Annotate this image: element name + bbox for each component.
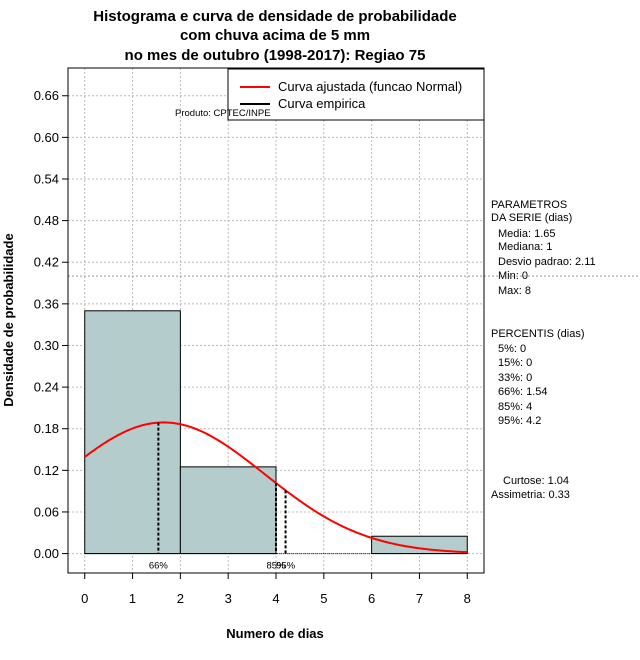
y-tick-label-11: 0.66 bbox=[34, 88, 59, 103]
x-tick-label-7: 7 bbox=[416, 591, 423, 606]
legend: Curva ajustada (funcao Normal) Curva emp… bbox=[227, 68, 485, 121]
percentile-markers: 66% 85%95% bbox=[149, 422, 296, 572]
histogram-bars bbox=[84, 310, 468, 555]
legend-box bbox=[227, 68, 485, 121]
x-tick-label-6: 6 bbox=[368, 591, 375, 606]
percentile-label-0: 66% bbox=[149, 561, 169, 572]
y-tick-label-7: 0.42 bbox=[34, 255, 59, 270]
legend-label-fitted: Curva ajustada (funcao Normal) bbox=[278, 79, 462, 94]
x-tick-label-1: 1 bbox=[129, 591, 136, 606]
y-tick-label-5: 0.30 bbox=[34, 338, 59, 353]
percentil-15: 15%: 0 bbox=[498, 357, 532, 369]
percentis-block: PERCENTIS (dias) 5%: 0 15%: 0 33%: 0 66%… bbox=[491, 328, 585, 427]
params-title-line-2: DA SERIE (dias) bbox=[491, 212, 572, 224]
x-tick-label-8: 8 bbox=[464, 591, 471, 606]
y-axis-label: Densidade de probabilidade bbox=[1, 233, 16, 406]
percentile-label-2: 95% bbox=[276, 561, 296, 572]
stat-curtose: Curtose: 1.04 bbox=[503, 475, 569, 487]
x-tick-label-3: 3 bbox=[225, 591, 232, 606]
stat-assimetria: Assimetria: 0.33 bbox=[491, 489, 570, 501]
y-tick-label-2: 0.12 bbox=[34, 463, 59, 478]
x-tick-label-5: 5 bbox=[320, 591, 327, 606]
stats-block: Curtose: 1.04 Assimetria: 0.33 bbox=[491, 475, 570, 501]
x-axis-label: Numero de dias bbox=[226, 626, 324, 641]
percentil-95: 95%: 4.2 bbox=[498, 415, 541, 427]
params-title-line-1: PARAMETROS bbox=[491, 199, 567, 211]
y-tick-label-10: 0.60 bbox=[34, 130, 59, 145]
percentil-85: 85%: 4 bbox=[498, 401, 532, 413]
x-tick-label-0: 0 bbox=[81, 591, 88, 606]
param-media: Media: 1.65 bbox=[498, 228, 555, 240]
title-line-2: com chuva acima de 5 mm bbox=[180, 27, 370, 44]
y-tick-label-8: 0.48 bbox=[34, 213, 59, 228]
params-block: PARAMETROS DA SERIE (dias) Media: 1.65 M… bbox=[491, 199, 596, 297]
y-tick-label-0: 0.00 bbox=[34, 546, 59, 561]
chart-title: Histograma e curva de densidade de proba… bbox=[93, 8, 456, 64]
x-tick-label-4: 4 bbox=[272, 591, 279, 606]
legend-label-empirical: Curva empirica bbox=[278, 96, 366, 111]
percentil-33: 33%: 0 bbox=[498, 372, 532, 384]
y-tick-label-1: 0.06 bbox=[34, 504, 59, 519]
percentil-5: 5%: 0 bbox=[498, 343, 526, 355]
param-min: Min: 0 bbox=[498, 270, 528, 282]
param-mediana: Mediana: 1 bbox=[498, 241, 552, 253]
x-tick-label-2: 2 bbox=[177, 591, 184, 606]
param-max: Max: 8 bbox=[498, 285, 531, 297]
percentil-66: 66%: 1.54 bbox=[498, 386, 548, 398]
histogram-bar-1 bbox=[179, 466, 277, 555]
y-axis: 0.00 0.06 0.12 0.18 0.24 0.30 0.36 0.42 0.48 0.54… bbox=[34, 88, 69, 561]
y-tick-label-6: 0.36 bbox=[34, 296, 59, 311]
side-panel: PARAMETROS DA SERIE (dias) Media: 1.65 M… bbox=[491, 199, 596, 501]
y-tick-label-4: 0.24 bbox=[34, 380, 59, 395]
title-line-3: no mes de outubro (1998-2017): Regiao 75 bbox=[125, 47, 426, 64]
y-tick-label-3: 0.18 bbox=[34, 421, 59, 436]
percentile-label-1: 85% bbox=[266, 561, 286, 572]
y-tick-label-9: 0.54 bbox=[34, 171, 59, 186]
title-line-1: Histograma e curva de densidade de proba… bbox=[93, 8, 456, 25]
product-label: Produto: CPTEC/INPE bbox=[175, 108, 271, 119]
param-desvio: Desvio padrao: 2.11 bbox=[498, 256, 596, 268]
x-axis: 0 1 2 3 4 5 6 7 8 bbox=[81, 572, 471, 606]
percentis-title: PERCENTIS (dias) bbox=[491, 328, 585, 340]
histogram-bar-0 bbox=[84, 310, 181, 555]
